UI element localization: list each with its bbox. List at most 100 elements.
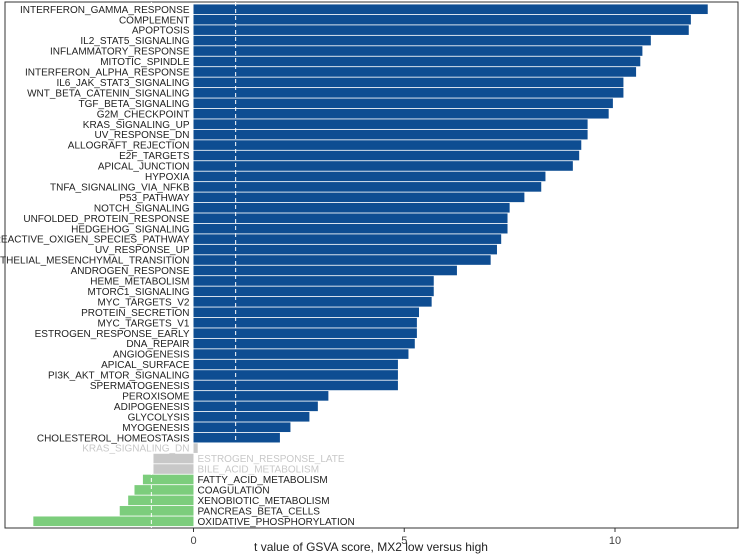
bar-interferon-alpha-response [193, 67, 637, 77]
bar-pi3k-akt-mtor-signaling [193, 370, 398, 380]
category-label: ESTROGEN_RESPONSE_LATE [198, 454, 345, 465]
x-tick-label: 10 [609, 535, 621, 547]
bar-estrogen-response-late [153, 453, 194, 464]
category-label: APICAL_JUNCTION [98, 162, 190, 173]
category-label: PEROXISOME [122, 391, 190, 402]
bar-protein-secretion [193, 307, 419, 318]
bar-adipogenesis [193, 401, 318, 412]
bar-p53-pathway [193, 192, 525, 203]
category-label: BILE_ACID_METABOLISM [198, 465, 320, 476]
category-label: COMPLEMENT [119, 15, 190, 26]
bar-il6-jak-stat3-signaling [193, 77, 624, 88]
bar-inflammatory-response [193, 46, 643, 56]
category-label: IL2_STAT5_SIGNALING [80, 36, 189, 47]
category-label: MYC_TARGETS_V2 [97, 297, 189, 308]
bar-cholesterol-homeostasis [193, 432, 280, 443]
category-label: REACTIVE_OXIGEN_SPECIES_PATHWAY [0, 235, 190, 246]
bar-il2-stat5-signaling [193, 35, 651, 46]
category-label: APICAL_SURFACE [101, 360, 190, 371]
bar-tnfa-signaling-via-nfkb [193, 182, 542, 192]
bar-kras-signaling-up [193, 119, 588, 129]
category-label: PANCREAS_BETA_CELLS [198, 506, 321, 517]
bar-androgen-response [193, 265, 457, 276]
category-label: ESTROGEN_RESPONSE_EARLY [35, 329, 190, 340]
bar-peroxisome [193, 391, 329, 401]
bar-dna-repair [193, 338, 415, 349]
bar-bile-acid-metabolism [153, 464, 194, 474]
bar-apoptosis [193, 25, 689, 35]
category-label: P53_PATHWAY [119, 193, 190, 204]
category-label: INFLAMMATORY_RESPONSE [50, 47, 190, 58]
bar-glycolysis [193, 411, 310, 422]
bar-spermatogenesis [193, 380, 398, 391]
bar-estrogen-response-early [193, 328, 417, 338]
bar-complement [193, 14, 691, 25]
bar-heme-metabolism [193, 276, 434, 286]
category-label: MYOGENESIS [122, 423, 190, 434]
category-label: PROTEIN_SECRETION [81, 308, 189, 319]
bar-notch-signaling [193, 202, 510, 213]
bar-hypoxia [193, 171, 546, 182]
category-label: UV_RESPONSE_DN [94, 130, 189, 141]
bar-g2m-checkpoint [193, 108, 609, 119]
category-label: CHOLESTEROL_HOMEOSTASIS [37, 433, 190, 444]
category-labels: INTERFERON_GAMMA_RESPONSECOMPLEMENTAPOPT… [0, 5, 355, 528]
bar-unfolded-protein-response [193, 213, 508, 224]
bar-apical-surface [193, 359, 398, 370]
category-label: WNT_BETA_CATENIN_SIGNALING [27, 88, 190, 99]
bar-pancreas-beta-cells [119, 506, 194, 516]
category-label: ADIPOGENESIS [114, 402, 190, 413]
category-label: NOTCH_SIGNALING [94, 203, 190, 214]
category-label: DNA_REPAIR [126, 339, 189, 350]
bar-hedgehog-signaling [193, 223, 508, 234]
x-axis: 0 5 10 [190, 528, 621, 547]
category-label: KRAS_SIGNALING_DN [82, 444, 189, 455]
x-tick-label: 0 [190, 535, 196, 547]
bar-wnt-beta-catenin-signaling [193, 88, 624, 98]
category-label: HEME_METABOLISM [90, 277, 189, 288]
category-label: ANDROGEN_RESPONSE [71, 266, 190, 277]
category-label: SPERMATOGENESIS [90, 381, 190, 392]
bar-e2f-targets [193, 150, 580, 161]
reference-lines [150, 2, 237, 528]
bar-interferon-gamma-response [193, 4, 708, 15]
bar-mitotic-spindle [193, 56, 641, 67]
category-label: PI3K_AKT_MTOR_SIGNALING [48, 371, 190, 382]
category-label: G2M_CHECKPOINT [97, 109, 190, 120]
category-label: KRAS_SIGNALING_UP [83, 120, 190, 131]
category-label: GLYCOLYSIS [128, 412, 190, 423]
bar-epithelial-mesenchymal-transition [193, 255, 491, 265]
category-label: COAGULATION [198, 486, 270, 497]
category-label: IL6_JAK_STAT3_SIGNALING [56, 78, 189, 89]
bar-coagulation [134, 485, 194, 495]
bar-fatty-acid-metabolism [142, 474, 194, 485]
bar-apical-junction [193, 161, 573, 171]
category-label: INTERFERON_ALPHA_RESPONSE [25, 68, 190, 79]
bar-mtorc1-signaling [193, 286, 434, 297]
category-label: MTORC1_SIGNALING [87, 287, 189, 298]
bar-xenobiotic-metabolism [128, 495, 194, 506]
x-tick-label: 5 [401, 535, 407, 547]
bar-tgf-beta-signaling [193, 98, 613, 109]
category-label: UV_RESPONSE_UP [95, 245, 190, 256]
category-label: ALLOGRAFT_REJECTION [68, 141, 190, 152]
bar-allograft-rejection [193, 140, 582, 150]
category-label: UNFOLDED_PROTEIN_RESPONSE [23, 214, 189, 225]
category-label: MITOTIC_SPINDLE [100, 57, 190, 68]
category-label: HEDGEHOG_SIGNALING [71, 224, 190, 235]
bar-reactive-oxigen-species-pathway [193, 234, 502, 244]
bar-uv-response-dn [193, 129, 588, 140]
bar-kras-signaling-dn [193, 443, 198, 453]
category-label: ANGIOGENESIS [113, 350, 190, 361]
category-label: TGF_BETA_SIGNALING [79, 99, 190, 110]
category-label: APOPTOSIS [132, 26, 190, 37]
category-label: OXIDATIVE_PHOSPHORYLATION [198, 517, 355, 528]
x-axis-title: t value of GSVA score, MX2 low versus hi… [254, 540, 488, 554]
bar-myogenesis [193, 422, 291, 433]
category-label: INTERFERON_GAMMA_RESPONSE [20, 5, 190, 16]
category-label: EPITHELIAL_MESENCHYMAL_TRANSITION [0, 256, 190, 267]
category-label: MYC_TARGETS_V1 [97, 318, 189, 329]
category-label: HYPOXIA [145, 172, 190, 183]
category-label: TNFA_SIGNALING_VIA_NFKB [50, 182, 190, 193]
bar-uv-response-up [193, 244, 497, 255]
